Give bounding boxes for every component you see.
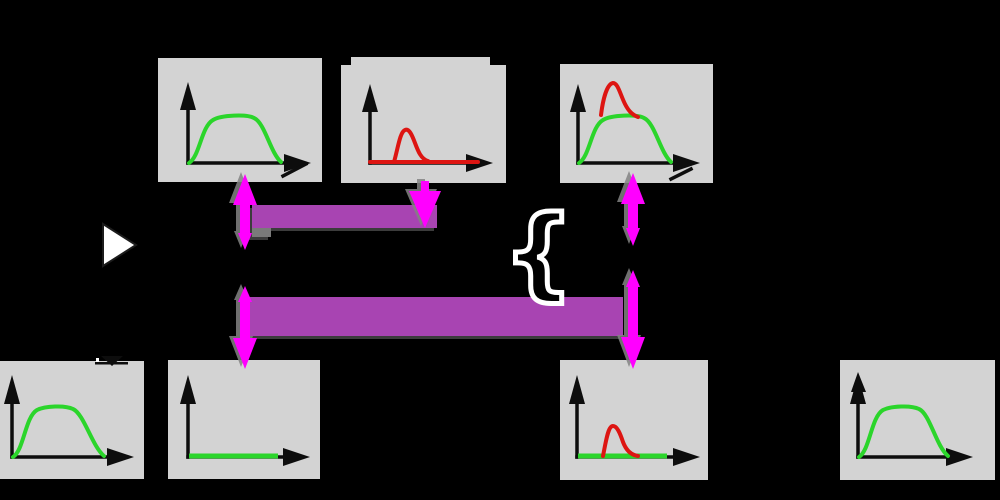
y-axis-arrowhead — [180, 375, 196, 404]
transform-arrow-left — [233, 174, 257, 369]
panel-bottom-residual-spectrum — [560, 360, 708, 480]
arrowhead-down-small — [626, 228, 640, 246]
arrowhead-down — [409, 191, 441, 228]
diagonal-mark-top-right-panel — [668, 166, 694, 182]
panel-bottom-recovered-spectrum — [840, 360, 995, 480]
arrowhead-down — [621, 337, 645, 369]
arrowhead-up-small — [626, 270, 640, 287]
panel-top-signal-spectrum — [158, 58, 322, 182]
panel-background — [560, 360, 708, 480]
x-axis-arrowhead — [946, 448, 973, 466]
brace-symbol: { — [503, 194, 574, 311]
arrow-shaft — [421, 181, 429, 195]
panel-background — [0, 361, 144, 479]
y-axis-arrowhead — [570, 84, 586, 112]
arrowhead-up — [621, 173, 645, 204]
operation-bar-step — [252, 228, 271, 237]
y-axis-arrowhead — [569, 375, 585, 404]
noise-curve — [601, 423, 640, 458]
panel-background — [840, 360, 995, 480]
arrowhead-up-small — [238, 286, 252, 302]
panel-bottom-signal-spectrum — [0, 356, 144, 479]
y-axis-arrowhead — [362, 84, 378, 112]
arrowhead-down-small — [238, 233, 252, 250]
arrow-tip-mark — [101, 356, 123, 366]
signal-curve — [577, 113, 673, 165]
signal-curve — [187, 113, 283, 165]
transform-arrow-right — [621, 173, 645, 369]
x-axis-arrowhead — [107, 448, 134, 466]
diagonal-mark-top-left-panel — [280, 161, 309, 179]
operation-bar — [252, 205, 437, 228]
arrow-shaft — [240, 197, 250, 237]
operation-bar — [247, 297, 623, 336]
arrow-shaft — [240, 299, 250, 341]
noise-curve — [599, 80, 640, 119]
y-axis-arrowhead — [180, 82, 196, 110]
arrowhead-down — [233, 338, 257, 369]
panel-top-combined-spectrum — [560, 64, 713, 183]
arrowhead-up-mark — [851, 372, 866, 392]
noise-curve — [392, 127, 430, 164]
amplifier-triangle-icon — [102, 222, 138, 268]
arrow-shaft — [628, 196, 638, 232]
signal-curve — [857, 404, 950, 459]
panel-top-noise-spectrum — [341, 57, 506, 183]
signal-curve — [11, 404, 106, 459]
operation-bar-lower — [247, 297, 623, 336]
x-axis-arrowhead — [284, 154, 311, 172]
panel-background-step — [351, 57, 490, 67]
arrow-tip-underline — [95, 362, 128, 365]
y-axis-arrowhead — [4, 375, 20, 404]
operation-bar-upper — [252, 205, 437, 237]
arrow-shaft — [628, 284, 638, 340]
white-fleck — [96, 358, 99, 362]
x-axis-arrowhead — [673, 448, 700, 466]
x-axis-arrowhead — [673, 154, 700, 172]
panel-bottom-empty-spectrum — [168, 360, 320, 479]
x-axis-arrowhead — [283, 448, 310, 466]
arrowhead-up — [233, 174, 257, 205]
down-arrow-noise — [409, 181, 441, 228]
